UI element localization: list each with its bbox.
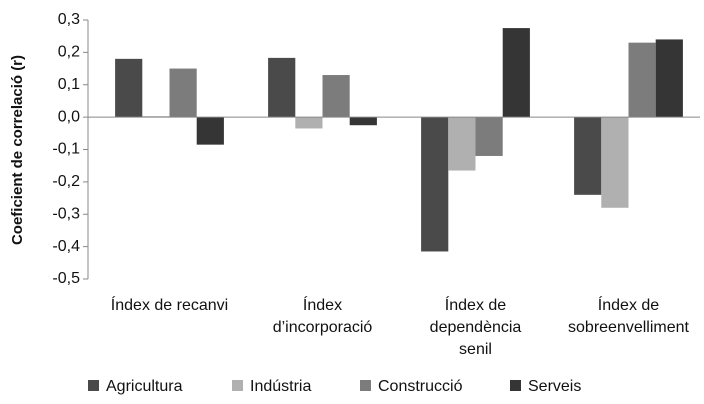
y-tick-label: 0,3 [58,11,80,28]
legend-label: Indústria [250,378,311,395]
x-tick-label: Índex de recanvi [111,295,228,314]
legend-swatch [232,380,243,391]
legend-swatch [510,380,521,391]
x-tick-label-line: d’incorporació [273,319,373,336]
bar [196,117,224,145]
legend-label: Agricultura [106,378,183,395]
x-tick-label-line: Índex de [598,295,659,314]
bar [421,117,449,252]
bar [349,117,377,126]
x-tick-label: Índex d’incorporació [273,295,373,336]
y-tick-label: -0,2 [52,173,80,190]
y-tick-label: -0,4 [52,238,80,255]
bar [268,57,296,118]
bar [628,42,656,118]
bar [655,39,683,118]
y-axis-title: Coeficient de correlació (r) [9,55,26,245]
bar [322,75,350,118]
x-tick-label-line: senil [459,341,492,358]
y-tick-label: -0,1 [52,141,80,158]
legend-swatch [360,380,371,391]
bar [295,117,323,129]
bar [502,28,530,118]
x-tick-label-line: Índex de [445,295,506,314]
bar [475,117,503,156]
legend-swatch [88,380,99,391]
y-tick-label: 0,1 [58,76,80,93]
y-tick-label: -0,5 [52,270,80,287]
legend-label: Construcció [378,378,463,395]
y-tick-label: -0,3 [52,205,80,222]
bar [601,117,629,208]
bar [574,117,602,195]
y-tick-label: 0,0 [58,108,80,125]
x-tick-label-line: dependència [430,319,522,336]
legend-label: Serveis [528,378,581,395]
bar [448,117,476,171]
y-tick-label: 0,2 [58,44,80,61]
bar [169,68,197,118]
x-tick-label: Índex de sobreenvelliment [568,295,690,336]
bar [115,58,143,118]
x-tick-label: Índex de dependència senil [430,295,522,358]
x-tick-label-line: Índex [303,295,342,314]
x-tick-label-line: sobreenvelliment [568,319,690,336]
x-tick-label-line: Índex de recanvi [111,295,228,314]
